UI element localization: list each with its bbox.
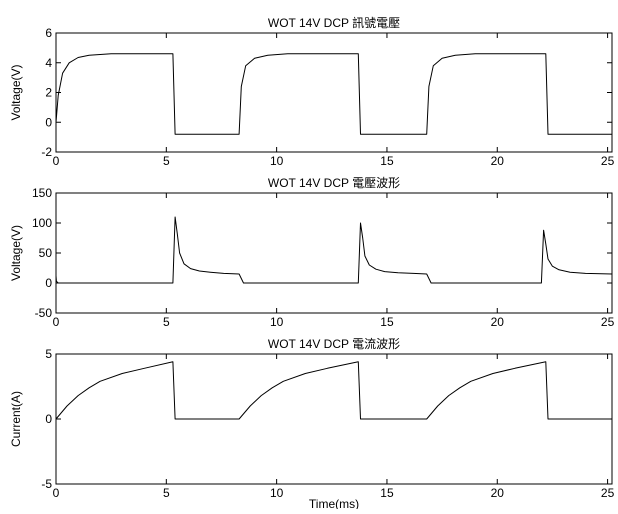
x-tick-label: 20	[491, 154, 505, 168]
x-tick-label: 10	[270, 315, 284, 329]
x-tick-label: 5	[163, 486, 170, 500]
x-tick-label: 10	[270, 154, 284, 168]
y-tick-label: 0	[45, 412, 52, 426]
y-axis-label: Current(A)	[9, 391, 23, 447]
x-tick-label: 20	[491, 486, 505, 500]
y-tick-label: 100	[32, 216, 52, 230]
chart-title: WOT 14V DCP 電壓波形	[268, 176, 400, 190]
x-tick-label: 0	[53, 486, 60, 500]
x-tick-label: 20	[491, 315, 505, 329]
plot-area-frame	[55, 353, 613, 485]
x-tick-label: 25	[601, 315, 615, 329]
y-tick-label: 0	[45, 276, 52, 290]
y-tick-label: 50	[39, 246, 53, 260]
y-tick-label: -50	[35, 306, 53, 320]
y-tick-label: 2	[45, 86, 52, 100]
y-axis-label: Voltage(V)	[9, 225, 23, 281]
series-line-1	[55, 53, 612, 135]
chart-title: WOT 14V DCP 電流波形	[268, 337, 400, 351]
x-axis-label: Time(ms)	[309, 497, 359, 509]
x-tick-label: 10	[270, 486, 284, 500]
y-tick-label: 150	[32, 186, 52, 200]
y-tick-label: -5	[41, 477, 52, 491]
x-tick-label: 15	[380, 154, 394, 168]
chart-title: WOT 14V DCP 訊號電壓	[268, 15, 400, 30]
x-tick-label: 0	[53, 315, 60, 329]
x-tick-label: 15	[380, 315, 394, 329]
x-tick-label: 15	[380, 486, 394, 500]
x-tick-label: 25	[601, 154, 615, 168]
y-tick-label: 6	[45, 26, 52, 40]
series-line-1	[55, 361, 612, 420]
y-tick-label: 4	[45, 56, 52, 70]
x-tick-label: 5	[163, 315, 170, 329]
series-line-1	[55, 216, 613, 284]
y-axis-label: Voltage(V)	[9, 64, 23, 120]
plot-area-frame	[55, 192, 613, 314]
y-tick-label: -2	[41, 145, 52, 159]
x-tick-label: 5	[163, 154, 170, 168]
x-tick-label: 25	[601, 486, 615, 500]
y-tick-label: 0	[45, 115, 52, 129]
x-tick-label: 0	[53, 154, 60, 168]
plot-area-frame	[55, 32, 613, 153]
y-tick-label: 5	[45, 347, 52, 361]
